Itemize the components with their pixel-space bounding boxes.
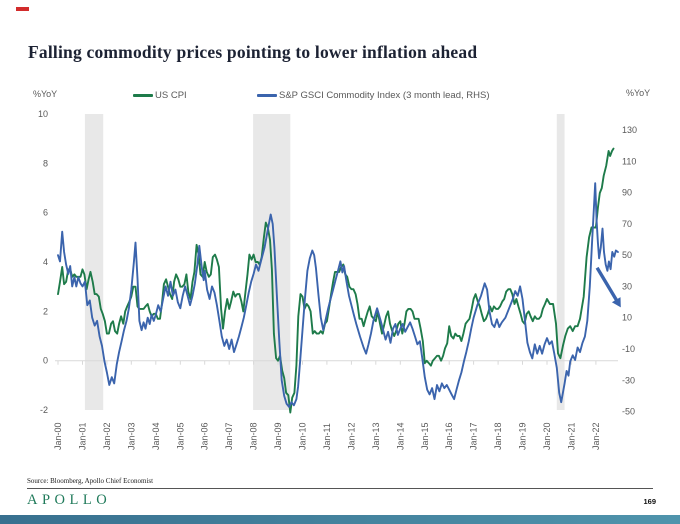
left-tick-label: -2 xyxy=(40,405,48,415)
gsci-line xyxy=(57,182,619,408)
right-tick-label: -10 xyxy=(622,344,635,354)
x-tick-label: Jan-08 xyxy=(249,422,259,450)
right-tick-label: -50 xyxy=(622,407,635,417)
legend-label-us-cpi: US CPI xyxy=(155,90,187,101)
x-tick-label: Jan-04 xyxy=(151,422,161,450)
x-tick-label: Jan-01 xyxy=(78,422,88,450)
trend-arrow-shaft xyxy=(595,266,619,302)
x-tick-label: Jan-00 xyxy=(53,422,63,450)
right-axis-unit-label: %YoY xyxy=(626,88,651,98)
x-tick-label: Jan-13 xyxy=(371,422,381,450)
legend-item-us-cpi: US CPI xyxy=(133,90,187,101)
x-tick-label: Jan-16 xyxy=(444,422,454,450)
x-tick-label: Jan-10 xyxy=(298,422,308,450)
x-tick-label: Jan-19 xyxy=(518,422,528,450)
x-tick-label: Jan-11 xyxy=(322,423,332,450)
x-tick-label: Jan-02 xyxy=(102,422,112,450)
right-tick-label: 110 xyxy=(622,156,636,166)
x-tick-label: Jan-20 xyxy=(542,422,552,450)
left-axis-unit-label: %YoY xyxy=(33,89,58,99)
legend-item-gsci: S&P GSCI Commodity Index (3 month lead, … xyxy=(257,90,490,101)
chart-title: Falling commodity prices pointing to low… xyxy=(28,41,478,62)
legend-label-gsci: S&P GSCI Commodity Index (3 month lead, … xyxy=(279,90,490,101)
trend-arrow-head xyxy=(611,297,621,308)
x-tick-label: Jan-14 xyxy=(395,422,405,450)
left-tick-label: 10 xyxy=(38,109,48,119)
x-tick-label: Jan-15 xyxy=(420,422,430,450)
right-tick-label: 90 xyxy=(622,188,632,198)
right-tick-label: 10 xyxy=(622,313,632,323)
x-tick-label: Jan-06 xyxy=(200,422,210,450)
left-tick-label: 6 xyxy=(43,208,48,218)
right-tick-label: 30 xyxy=(622,281,632,291)
recession-band xyxy=(556,114,565,410)
footer-divider xyxy=(27,488,653,489)
x-tick-label: Jan-09 xyxy=(273,422,283,450)
x-tick-label: Jan-12 xyxy=(346,422,356,450)
right-tick-label: 50 xyxy=(622,250,632,260)
x-tick-label: Jan-21 xyxy=(566,422,576,450)
right-tick-label: 130 xyxy=(622,125,637,135)
right-tick-label: -30 xyxy=(622,375,635,385)
left-tick-label: 4 xyxy=(43,257,48,267)
footer-brand-bar xyxy=(0,515,680,524)
x-tick-label: Jan-07 xyxy=(224,422,234,450)
brand-accent-mark xyxy=(16,7,29,11)
source-note: Source: Bloomberg, Apollo Chief Economis… xyxy=(27,477,154,485)
gsci-line-swatch xyxy=(257,94,277,97)
legend: US CPI S&P GSCI Commodity Index (3 month… xyxy=(0,89,680,103)
page-number: 169 xyxy=(643,497,656,506)
right-tick-label: 70 xyxy=(622,219,632,229)
recession-band xyxy=(84,114,104,410)
left-tick-label: 2 xyxy=(43,306,48,316)
x-tick-label: Jan-22 xyxy=(591,422,601,450)
apollo-logo: APOLLO xyxy=(27,492,112,508)
x-tick-label: Jan-05 xyxy=(175,422,185,450)
left-tick-label: 0 xyxy=(43,356,48,366)
x-tick-label: Jan-03 xyxy=(126,422,136,450)
x-tick-label: Jan-18 xyxy=(493,422,503,450)
x-tick-label: Jan-17 xyxy=(469,422,479,450)
left-tick-label: 8 xyxy=(43,158,48,168)
us-cpi-line-swatch xyxy=(133,94,153,97)
